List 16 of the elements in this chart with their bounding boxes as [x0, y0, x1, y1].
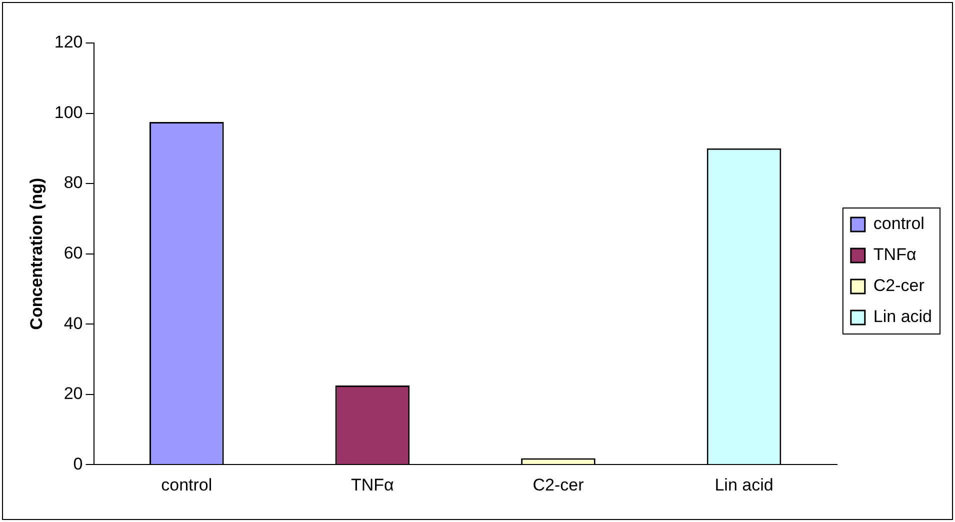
legend-label: Lin acid	[873, 307, 932, 326]
y-tick-label: 40	[64, 314, 83, 333]
legend-label: control	[873, 214, 924, 234]
legend-label: C2-cer	[873, 276, 925, 296]
x-tick-label: C2-cer	[532, 475, 584, 494]
y-tick-label: 80	[64, 173, 83, 192]
y-tick-label: 60	[64, 243, 83, 262]
y-tick-label: 120	[54, 32, 83, 52]
y-axis-title: Concentration (ng)	[26, 178, 46, 330]
x-tick-label: TNFα	[351, 475, 394, 494]
y-tick-label: 0	[73, 454, 83, 474]
y-tick-label: 100	[54, 102, 83, 122]
x-tick-label: Lin acid	[714, 475, 774, 494]
legend-label: TNFα	[873, 245, 916, 264]
x-tick-label: control	[161, 475, 212, 494]
y-tick-label: 20	[64, 384, 83, 404]
